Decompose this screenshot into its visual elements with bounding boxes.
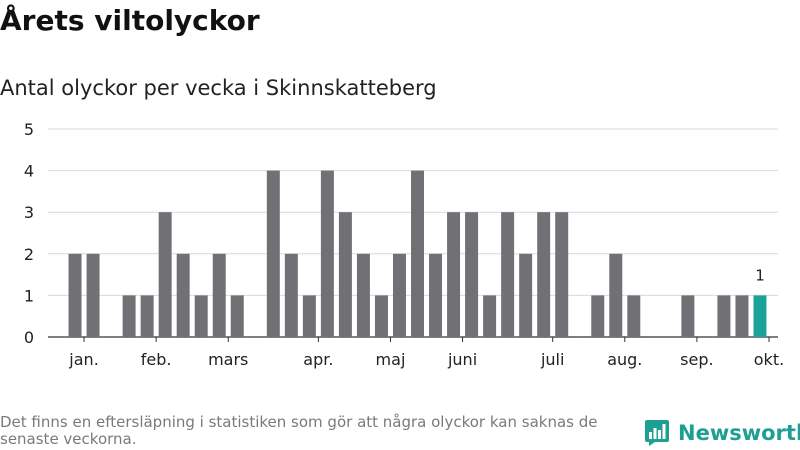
- bar: [735, 295, 749, 337]
- x-tick-label: apr.: [303, 350, 333, 369]
- bar: [537, 212, 551, 337]
- footnote: Det finns en eftersläpning i statistiken…: [0, 413, 598, 448]
- y-axis-ticks: 0 1 2 3 4 5: [24, 120, 34, 347]
- x-tick-label: juni: [447, 350, 477, 369]
- bar: [627, 295, 641, 337]
- bar: [429, 253, 443, 337]
- y-tick-label: 5: [24, 120, 34, 139]
- x-tick-label: okt.: [754, 350, 784, 369]
- bar: [302, 295, 316, 337]
- bar: [158, 212, 172, 337]
- x-tick-label: feb.: [141, 350, 172, 369]
- bar: [447, 212, 461, 337]
- bar: [338, 212, 352, 337]
- x-tick-label: maj: [376, 350, 406, 369]
- bar: [519, 253, 533, 337]
- data-labels: 1: [755, 266, 765, 284]
- bar: [86, 253, 100, 337]
- bar: [122, 295, 136, 337]
- x-tick-label: juli: [540, 350, 564, 369]
- bar: [591, 295, 605, 337]
- brand-name: Newsworthy: [678, 421, 800, 445]
- x-tick-label: mars: [208, 350, 248, 369]
- bar: [230, 295, 244, 337]
- bars: [68, 170, 767, 337]
- chart-title: Årets viltolyckor: [0, 4, 260, 37]
- bar-chart: 0 1 2 3 4 5 jan. feb. mars apr. maj juni juli aug. se…: [24, 120, 784, 369]
- bar: [392, 253, 406, 337]
- x-tick-label: sep.: [680, 350, 713, 369]
- chart-subtitle: Antal olyckor per vecka i Skinnskatteber…: [0, 76, 437, 100]
- y-tick-label: 4: [24, 162, 34, 181]
- bar: [411, 170, 424, 337]
- x-tick-label: aug.: [607, 350, 642, 369]
- data-label: 1: [755, 266, 765, 284]
- bar-chart-logo-icon: [645, 420, 669, 446]
- bar: [681, 295, 695, 337]
- bar: [374, 295, 388, 337]
- bar: [465, 212, 479, 337]
- bar: [555, 212, 569, 337]
- bar: [284, 253, 298, 337]
- newsworthy-brand[interactable]: Newsworthy: [644, 419, 800, 447]
- bar: [266, 170, 280, 337]
- bar: [483, 295, 497, 337]
- y-tick-label: 1: [24, 286, 34, 305]
- x-axis-ticks: jan. feb. mars apr. maj juni juli aug. sep. okt.: [68, 337, 784, 369]
- bar: [194, 295, 208, 337]
- bar: [356, 253, 370, 337]
- x-tick-label: jan.: [68, 350, 98, 369]
- bar: [176, 253, 190, 337]
- bar: [68, 253, 82, 337]
- y-tick-label: 2: [24, 245, 34, 264]
- bar: [140, 295, 154, 337]
- bar: [212, 253, 226, 337]
- y-tick-label: 0: [24, 328, 34, 347]
- bar: [501, 212, 515, 337]
- highlighted-bar: [753, 295, 767, 337]
- bar: [320, 170, 334, 337]
- bar: [717, 295, 731, 337]
- bar: [609, 253, 623, 337]
- y-tick-label: 3: [24, 203, 34, 222]
